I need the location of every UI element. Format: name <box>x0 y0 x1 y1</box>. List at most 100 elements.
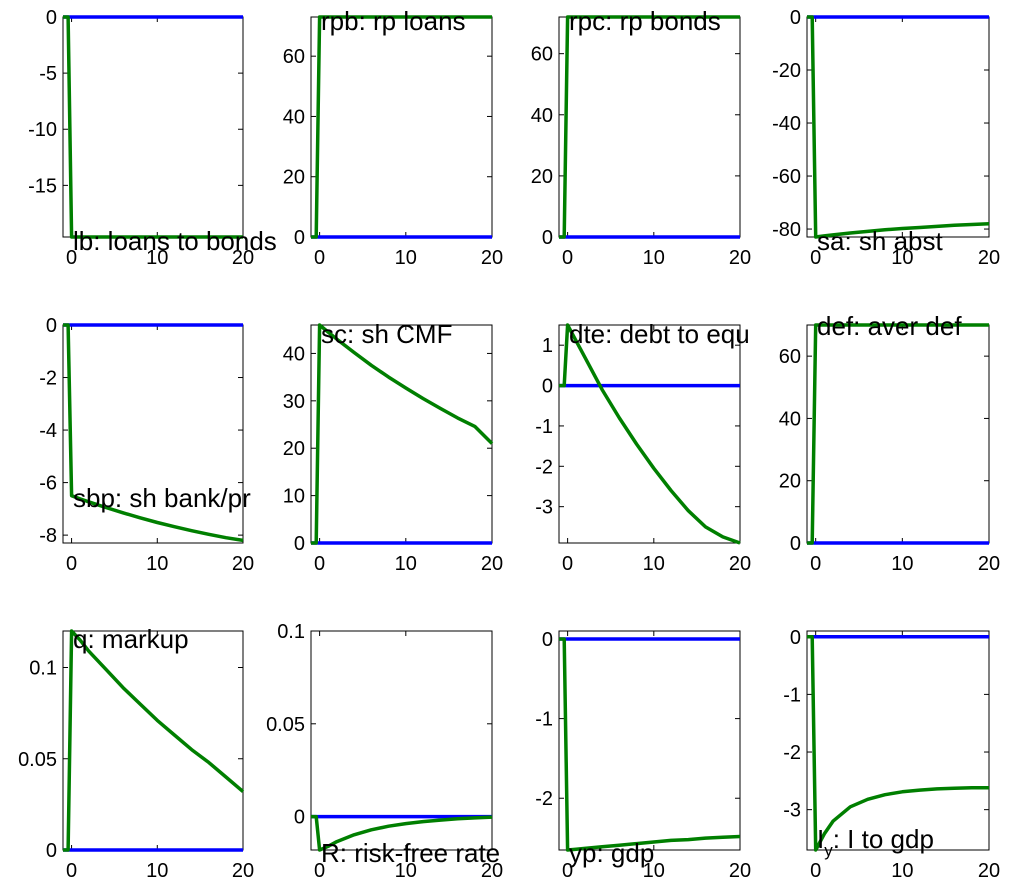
response-series-line <box>559 15 740 239</box>
x-tick-label: 20 <box>729 553 751 575</box>
y-tick-label: -2 <box>535 456 553 478</box>
x-tick-label: 10 <box>891 247 913 269</box>
x-tick-label: 10 <box>643 247 665 269</box>
x-tick-label: 20 <box>481 247 503 269</box>
panel-title: Iy: I to gdp <box>817 824 934 860</box>
y-tick-label: -6 <box>39 473 57 495</box>
y-tick-label: -20 <box>772 60 801 82</box>
y-tick-label: 40 <box>283 106 305 128</box>
plot-frame <box>310 630 493 851</box>
response-series-line <box>63 629 245 852</box>
panel-title: dte: debt to equ <box>569 319 750 349</box>
x-tick-label: 10 <box>146 247 168 269</box>
y-tick-label: 40 <box>779 408 801 430</box>
x-tick-label: 0 <box>562 860 573 882</box>
x-tick-label: 10 <box>395 860 417 882</box>
x-tick-label: 0 <box>314 860 325 882</box>
response-series-line <box>311 814 493 852</box>
panel-title: yp: gdp <box>569 838 654 868</box>
x-tick-label: 0 <box>66 860 77 882</box>
x-tick-label: 20 <box>481 860 503 882</box>
plot-frame <box>558 16 741 238</box>
x-tick-label: 20 <box>978 860 1000 882</box>
y-tick-label: 20 <box>283 438 305 460</box>
plot-frame <box>558 630 741 851</box>
y-tick-label: -60 <box>772 166 801 188</box>
y-tick-label: 0 <box>542 227 553 249</box>
response-series-line <box>559 637 741 852</box>
y-tick-label: 0 <box>542 376 553 398</box>
x-tick-label: 10 <box>643 860 665 882</box>
y-tick-label: 40 <box>531 105 553 127</box>
y-tick-label: -1 <box>783 684 801 706</box>
x-tick-label: 20 <box>978 553 1000 575</box>
y-tick-label: 0 <box>790 7 801 29</box>
panel-title: lb: loans to bonds <box>73 226 277 256</box>
y-tick-label: 0 <box>790 627 801 649</box>
x-tick-label: 10 <box>891 860 913 882</box>
x-tick-label: 0 <box>562 247 573 269</box>
plot-frame <box>62 630 244 851</box>
panel-2: 0 10 20 60 40 20 0 rpb: rp loans <box>283 6 503 269</box>
panel-title: rpc: rp bonds <box>569 6 721 36</box>
y-tick-label: 0.1 <box>277 621 305 643</box>
x-tick-label: 10 <box>643 553 665 575</box>
panel-title: q: markup <box>73 624 189 654</box>
plot-frame <box>310 16 493 238</box>
x-tick-label: 0 <box>810 247 821 269</box>
panel-8: 0 10 20 60 40 20 0 def: aver def <box>779 311 1000 575</box>
x-tick-label: 20 <box>232 860 254 882</box>
y-tick-label: -80 <box>772 219 801 241</box>
y-tick-label: 60 <box>531 44 553 66</box>
x-tick-label: 20 <box>729 860 751 882</box>
panel-title: R: risk-free rate <box>321 838 500 868</box>
y-tick-label: 60 <box>779 346 801 368</box>
x-tick-label: 20 <box>481 553 503 575</box>
y-tick-label: 1 <box>542 335 553 357</box>
x-tick-label: 0 <box>562 553 573 575</box>
response-series-line <box>63 15 243 239</box>
y-tick-label: 20 <box>779 471 801 493</box>
panel-3: 0 10 20 60 40 20 0 rpc: rp bonds <box>531 6 751 269</box>
y-tick-label: 0 <box>294 533 305 555</box>
y-tick-label: -1 <box>535 416 553 438</box>
y-tick-label: 10 <box>283 486 305 508</box>
y-tick-label: 40 <box>283 343 305 365</box>
plot-frame <box>806 16 990 238</box>
y-tick-label: 0 <box>542 629 553 651</box>
y-tick-label: -4 <box>39 420 57 442</box>
x-tick-label: 0 <box>810 860 821 882</box>
y-tick-label: -2 <box>535 788 553 810</box>
panel-title: sa: sh abst <box>817 226 944 256</box>
response-series-line <box>807 635 989 852</box>
y-tick-label: 20 <box>283 167 305 189</box>
x-tick-label: 20 <box>729 247 751 269</box>
y-tick-label: -3 <box>535 497 553 519</box>
y-tick-label: 60 <box>283 46 305 68</box>
plot-frame <box>62 324 244 544</box>
plot-frame <box>558 324 741 544</box>
y-tick-label: 0.05 <box>266 714 305 736</box>
y-tick-label: 0 <box>294 227 305 249</box>
x-tick-label: 20 <box>978 247 1000 269</box>
y-tick-label: 0 <box>294 807 305 829</box>
plot-frame <box>806 630 990 851</box>
y-tick-label: 0 <box>46 315 57 337</box>
y-tick-label: -3 <box>783 800 801 822</box>
panel-9: 0 10 20 0.1 0.05 0 q: markup <box>18 624 254 882</box>
panel-4: 0 10 20 0 -20 -40 -60 -80 sa: sh abst <box>772 7 1000 269</box>
y-tick-label: 0 <box>46 840 57 862</box>
x-tick-label: 0 <box>314 553 325 575</box>
y-tick-label: 0.05 <box>18 749 57 771</box>
panel-title: rpb: rp loans <box>321 6 466 36</box>
y-tick-label: -8 <box>39 525 57 547</box>
y-tick-label: -5 <box>39 63 57 85</box>
panel-5: 0 10 20 0 -2 -4 -6 -8 sbp: sh bank/pr <box>39 315 254 575</box>
plot-frame <box>310 324 493 544</box>
y-tick-label: -10 <box>28 119 57 141</box>
panel-title: sbp: sh bank/pr <box>73 483 251 513</box>
y-tick-label: -2 <box>783 742 801 764</box>
response-series-line <box>311 323 494 545</box>
